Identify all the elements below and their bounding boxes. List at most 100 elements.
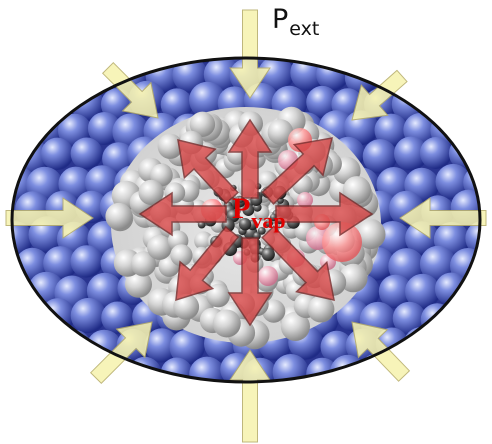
vapor-molecule-icon <box>356 219 386 250</box>
solvent-molecule-icon <box>433 328 469 363</box>
solvent-molecule-icon <box>378 274 413 309</box>
solvent-molecule-icon <box>70 297 106 334</box>
solvent-molecule-icon <box>12 86 45 120</box>
vapor-molecule-icon <box>147 234 172 260</box>
vapor-pressure-arrow-icon <box>261 225 335 301</box>
solvent-molecule-icon <box>71 58 107 67</box>
external-pressure-arrow-icon <box>229 349 271 443</box>
vapor-pressure-arrow-icon <box>227 237 273 327</box>
solvent-molecule-icon <box>12 301 22 336</box>
p-vap-subscript: vap <box>251 208 286 233</box>
solvent-molecule-icon <box>272 354 309 382</box>
solute-molecule-icon <box>258 266 278 286</box>
external-pressure-arrow-icon <box>89 321 153 385</box>
solvent-molecule-icon <box>55 58 90 92</box>
p-ext-main: P <box>272 4 289 35</box>
solvent-molecule-icon <box>465 59 480 94</box>
solute-molecule-icon <box>297 192 313 208</box>
vapor-molecule-icon <box>125 270 152 298</box>
vapor-pressure-arrow-icon <box>177 139 239 205</box>
solvent-molecule-icon <box>420 58 454 64</box>
solvent-molecule-icon <box>422 86 457 121</box>
arrow-layer <box>5 9 487 443</box>
vapor-molecule-icon <box>194 231 214 251</box>
solvent-molecule-icon <box>158 58 196 67</box>
solvent-molecule-icon <box>169 329 205 365</box>
solvent-molecule-icon <box>14 353 50 382</box>
solvent-molecule-icon <box>12 58 16 68</box>
solvent-molecule-icon <box>362 139 398 174</box>
vapor-molecule-icon <box>339 263 368 293</box>
solvent-molecule-icon <box>28 58 63 90</box>
core-molecule-icon <box>261 247 275 261</box>
external-pressure-arrow-icon <box>351 69 408 121</box>
vapor-molecule-icon <box>173 293 200 320</box>
solvent-molecule-icon <box>59 330 92 363</box>
vapor-molecule-icon <box>157 133 183 159</box>
p-ext-subscript: ext <box>289 18 320 40</box>
p-ext-label: Pext <box>272 4 319 39</box>
core-molecule-icon <box>264 219 273 228</box>
solvent-molecule-icon <box>43 246 78 281</box>
solvent-molecule-icon <box>189 356 225 382</box>
solvent-molecule-icon <box>434 272 468 306</box>
p-vap-main: P <box>232 192 251 225</box>
solvent-molecule-icon <box>464 113 480 150</box>
core-molecule-icon <box>238 218 252 231</box>
solvent-molecule-icon <box>405 273 441 309</box>
solvent-molecule-icon <box>103 58 137 64</box>
solvent-molecule-icon <box>160 88 193 121</box>
p-vap-label: Pvap <box>232 192 286 232</box>
solvent-molecule-icon <box>12 135 23 172</box>
solvent-molecule-icon <box>13 301 47 334</box>
solvent-molecule-icon <box>435 59 472 96</box>
solvent-molecule-icon <box>12 58 47 67</box>
solvent-molecule-icon <box>450 301 480 337</box>
solvent-molecule-icon <box>12 110 33 145</box>
solvent-molecule-icon <box>28 327 64 363</box>
solvent-molecule-icon <box>462 329 480 366</box>
solvent-molecule-icon <box>403 327 439 363</box>
vapor-pressure-arrow-icon <box>275 191 374 237</box>
vapor-molecule-icon <box>105 202 133 230</box>
solvent-molecule-icon <box>451 58 480 63</box>
vapor-pressure-arrow-icon <box>227 118 273 199</box>
solvent-molecule-icon <box>12 84 16 117</box>
vapor-molecule-icon <box>189 111 216 137</box>
solvent-molecule-icon <box>41 354 74 382</box>
solvent-molecule-icon <box>331 58 368 66</box>
solvent-molecule-icon <box>70 137 103 170</box>
bubble-boundary <box>10 56 482 384</box>
vapor-molecule-icon <box>342 176 371 205</box>
core-molecule-icon <box>242 204 255 216</box>
vapor-molecule-icon <box>130 251 156 277</box>
external-pressure-arrow-icon <box>101 61 159 119</box>
solvent-molecule-icon <box>404 58 441 92</box>
solvent-molecule-icon <box>374 113 408 147</box>
vapor-molecule-icon <box>206 283 230 308</box>
vapor-molecule-icon <box>307 295 335 323</box>
vapor-molecule-icon <box>138 179 164 205</box>
vapor-molecule-icon <box>280 311 310 341</box>
hot-molecule-icon <box>322 222 362 262</box>
core-molecule-icon <box>257 227 266 235</box>
solvent-molecule-icon <box>12 58 34 95</box>
solvent-molecule-icon <box>41 58 77 68</box>
solvent-molecule-icon <box>392 301 426 335</box>
solvent-molecule-icon <box>87 112 121 145</box>
solvent-molecule-icon <box>361 58 398 68</box>
vapor-pressure-arrow-icon <box>261 137 333 205</box>
solvent-molecule-icon <box>465 220 480 256</box>
solvent-molecule-icon <box>446 85 480 122</box>
vapor-molecule-icon <box>212 309 241 338</box>
solvent-molecule-icon <box>144 328 179 363</box>
external-pressure-arrow-icon <box>5 197 94 239</box>
vapor-pressure-arrow-icon <box>138 191 227 237</box>
external-pressure-arrow-icon <box>399 197 487 239</box>
solvent-molecule-icon <box>416 356 454 382</box>
vapor-pressure-arrow-icon <box>175 225 240 302</box>
solvent-molecule-icon <box>101 301 134 334</box>
external-pressure-arrow-icon <box>229 9 271 99</box>
vapor-molecule-icon <box>170 244 193 267</box>
